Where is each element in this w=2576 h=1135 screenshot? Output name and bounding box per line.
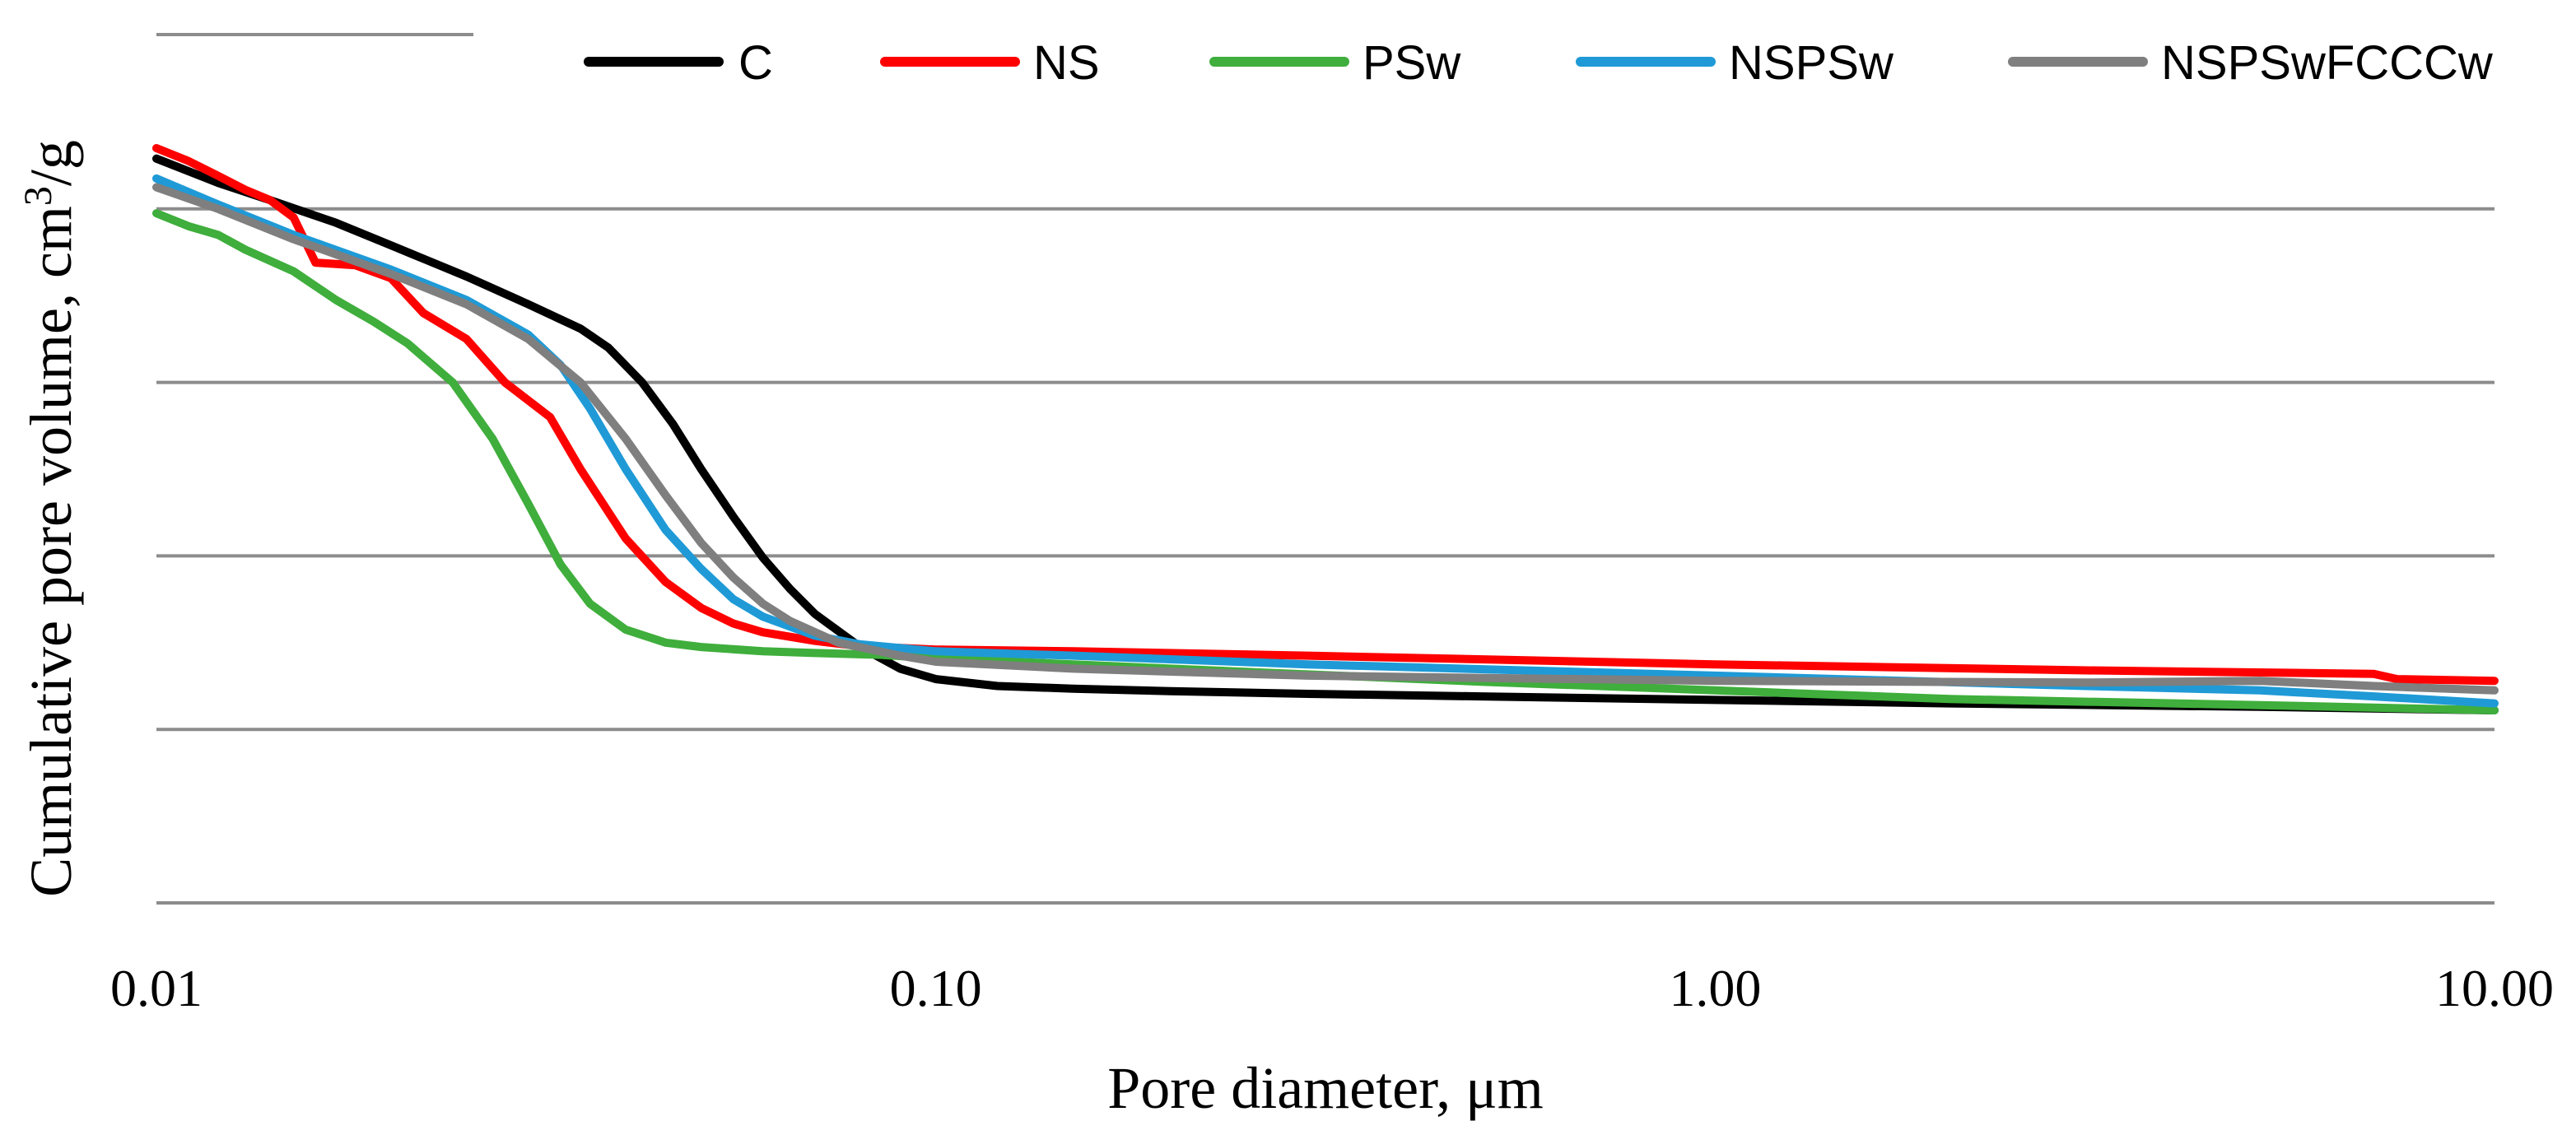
gridlines (156, 207, 2494, 905)
data-series (152, 144, 2499, 714)
x-tick-label-3: 10.00 (2435, 959, 2554, 1017)
series-line-ns (152, 144, 2499, 686)
legend-label-c: C (738, 36, 773, 90)
y-axis-title-superscript: 3 (16, 186, 60, 206)
series-line-nspswfcccw (152, 183, 2499, 695)
x-tick-label-1: 0.10 (890, 959, 982, 1017)
legend-label-nspsw: NSPSw (1729, 36, 1894, 90)
legend-label-psw: PSw (1363, 36, 1461, 90)
x-tick-labels: 0.01 0.10 1.00 10.00 (110, 959, 2554, 1017)
x-tick-label-2: 1.00 (1669, 959, 1761, 1017)
legend-label-nspswfcccw: NSPSwFCCCw (2161, 36, 2494, 90)
x-axis-title: Pore diameter, μm (1107, 1055, 1544, 1121)
y-axis-title: Cumulative pore volume, cm3/g (16, 140, 84, 897)
legend: C NS PSw NSPSw NSPSwFCCCw (584, 36, 2494, 90)
y-axis-title-base: Cumulative pore volume, cm (18, 206, 84, 897)
series-line-c (152, 154, 2499, 714)
x-tick-label-0: 0.01 (110, 959, 203, 1017)
legend-label-ns: NS (1033, 36, 1100, 90)
y-axis-title-tail: /g (18, 140, 84, 186)
